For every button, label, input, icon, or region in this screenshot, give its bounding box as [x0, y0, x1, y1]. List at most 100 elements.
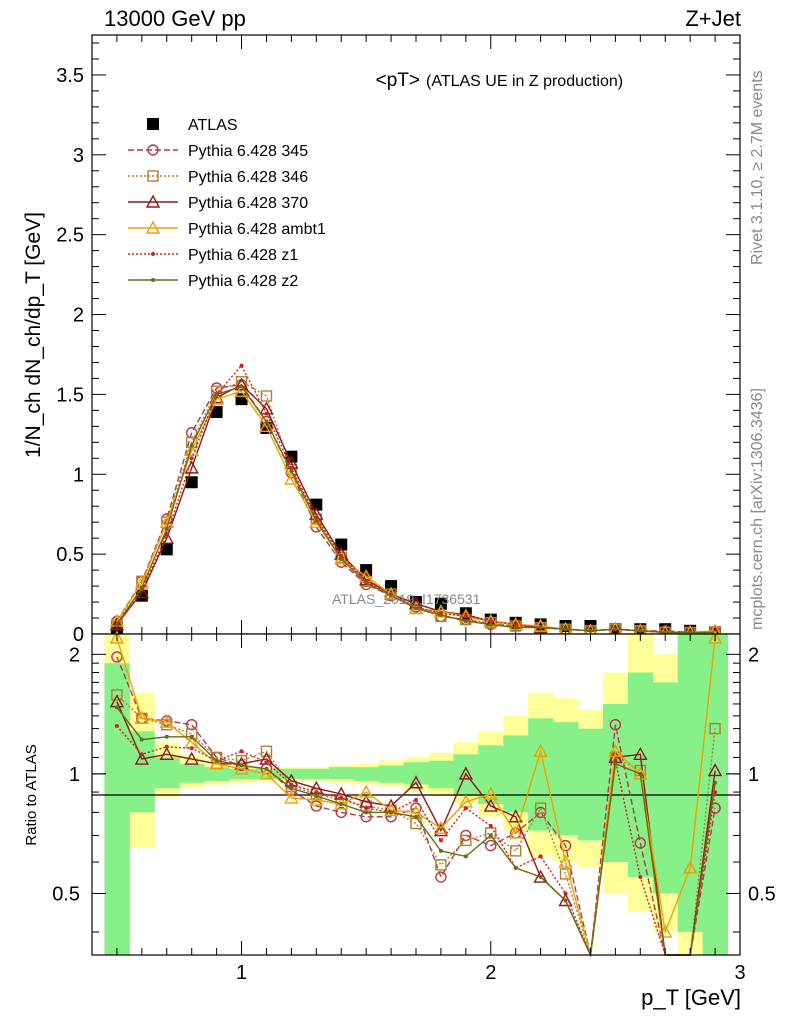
ratio-y-tick-label: 1 — [69, 764, 80, 786]
ratio-series-layer — [109, 630, 723, 958]
ratio-data-point — [239, 749, 244, 754]
ratio-data-point — [488, 833, 493, 838]
data-point — [314, 518, 319, 523]
band-green-bin — [204, 767, 230, 781]
main-y-tick-label: 1 — [73, 464, 84, 486]
ratio-data-point — [185, 728, 198, 740]
data-point — [189, 456, 194, 461]
data-point — [214, 392, 219, 397]
legend-label: ATLAS — [188, 117, 238, 134]
watermark: ATLAS_2019_I1736531 — [332, 591, 481, 607]
ratio-data-point — [638, 771, 643, 776]
band-green-bin — [154, 757, 180, 789]
data-point — [260, 390, 273, 402]
data-point — [533, 618, 548, 632]
ratio-data-point — [109, 630, 125, 644]
legend-marker — [145, 194, 161, 208]
band-green-bin — [578, 728, 604, 841]
ratio-data-point — [438, 838, 443, 843]
ratio-data-point — [483, 786, 498, 800]
data-point — [613, 627, 618, 632]
band-green-bin — [428, 760, 454, 789]
data-point — [334, 551, 349, 565]
legend-label: Pythia 6.428 z2 — [188, 273, 298, 290]
ratio-data-point — [239, 763, 244, 768]
data-point — [364, 580, 369, 585]
band-green-bin — [378, 765, 405, 783]
ratio-data-point — [134, 710, 150, 725]
ratio-data-point — [709, 722, 721, 735]
main-y-tick-label: 2 — [73, 305, 84, 327]
ratio-data-point — [613, 761, 618, 766]
ratio-data-point — [458, 766, 474, 780]
band-green-bin — [403, 762, 429, 785]
data-point — [209, 390, 224, 404]
ratio-data-point — [234, 761, 249, 775]
data-point — [259, 418, 274, 433]
legend-entry: Pythia 6.428 346 — [128, 169, 308, 186]
ratio-series-line — [116, 637, 716, 956]
data-point — [463, 619, 468, 624]
legend-label: Pythia 6.428 ambt1 — [188, 221, 326, 238]
rivet-label: Rivet 3.1.10, ≥ 2.7M events — [749, 70, 766, 265]
x-tick-label: 1 — [236, 962, 247, 984]
ratio-data-point — [358, 784, 374, 798]
legend-label: Pythia 6.428 z1 — [188, 247, 298, 264]
legend-marker — [147, 118, 159, 130]
ratio-y-label: Ratio to ATLAS — [23, 744, 40, 845]
main-y-label: 1/N_ch dN_ch/dp_T [GeV] — [22, 212, 45, 458]
ratio-data-point — [264, 766, 269, 771]
ratio-data-point — [638, 875, 643, 880]
ratio-data-point — [463, 806, 468, 811]
data-point — [114, 622, 119, 627]
data-point — [463, 614, 468, 619]
band-green-bin — [553, 722, 579, 836]
data-point — [538, 625, 543, 630]
data-point — [234, 377, 249, 391]
ratio-data-point — [559, 868, 572, 880]
ratio-series-3 — [109, 630, 723, 956]
ratio-data-point — [713, 780, 718, 785]
legend-entry: Pythia 6.428 ambt1 — [128, 220, 326, 238]
legend-entry: Pythia 6.428 370 — [128, 194, 308, 212]
main-series-layer — [109, 363, 723, 639]
ratio-data-point — [558, 893, 573, 907]
band-green-bin — [652, 682, 679, 894]
ratio-data-point — [209, 756, 224, 770]
ratio-data-point — [613, 758, 618, 763]
ratio-data-point — [633, 746, 648, 761]
ratio-axis-ticks — [91, 634, 741, 955]
ratio-y-tick-label: 2 — [69, 644, 80, 666]
ratio-data-point — [460, 834, 472, 847]
ratio-data-point — [533, 743, 548, 757]
ratio-data-point — [284, 790, 299, 804]
data-point — [139, 585, 144, 590]
ratio-data-point — [559, 839, 572, 852]
ratio-data-point — [289, 786, 294, 791]
ratio-data-point — [435, 859, 447, 871]
ratio-data-point — [111, 689, 123, 701]
band-green-bin — [353, 767, 380, 781]
data-point — [209, 391, 224, 405]
ratio-data-point — [508, 809, 523, 823]
x-tick-label: 2 — [485, 962, 496, 984]
band-green-bin — [503, 735, 529, 813]
ratio-data-point — [508, 825, 523, 839]
ratio-data-point — [707, 763, 723, 777]
ratio-y-tick-label-right: 0.5 — [748, 883, 776, 905]
data-point — [289, 469, 294, 474]
ratio-data-point — [260, 745, 273, 757]
data-point — [164, 532, 169, 537]
ratio-data-point — [159, 714, 174, 728]
ratio-data-point — [563, 891, 568, 896]
legend-entry: Pythia 6.428 z2 — [128, 273, 298, 290]
ratio-data-point — [538, 875, 543, 880]
band-green-bin — [328, 767, 355, 780]
band-green-bin — [179, 763, 205, 783]
data-point — [488, 619, 493, 624]
data-point — [438, 612, 443, 617]
main-title: <pT> — [376, 70, 420, 91]
ratio-data-point — [558, 854, 573, 868]
main-subtitle: (ATLAS UE in Z production) — [426, 73, 623, 90]
ratio-data-point — [682, 860, 698, 874]
